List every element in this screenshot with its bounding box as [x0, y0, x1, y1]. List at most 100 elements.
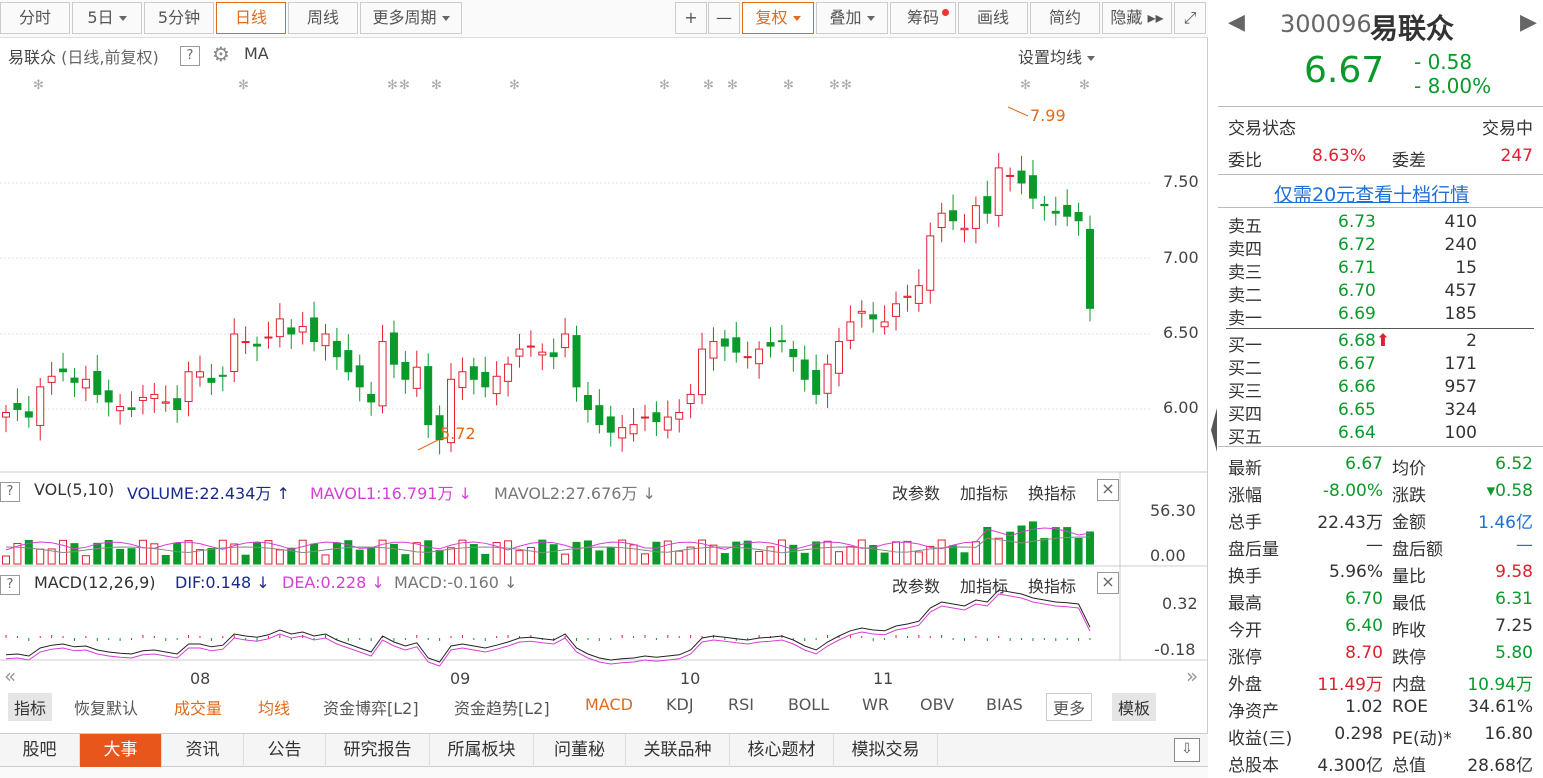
candle-body	[800, 359, 809, 380]
candle-body	[207, 377, 216, 383]
toolbar-7-button[interactable]: —	[708, 2, 740, 34]
macd-close-icon[interactable]: ×	[1097, 572, 1119, 594]
quote-8-l2: 内盘	[1392, 675, 1426, 695]
nav-tab-8[interactable]: 核心题材	[730, 734, 834, 767]
bid-3-label: 买三	[1228, 382, 1262, 402]
scroll-left-icon[interactable]: «	[4, 664, 17, 688]
candle-body	[675, 412, 684, 420]
ma-label: MA	[244, 44, 269, 63]
toolbar-1-button[interactable]: 5日	[72, 2, 142, 34]
indicator-tab-13[interactable]: 更多	[1046, 693, 1093, 721]
candle-body	[138, 396, 147, 401]
toolbar-8-button[interactable]: 复权	[742, 2, 814, 34]
volume-bar	[447, 547, 456, 565]
volume-bar	[743, 540, 752, 565]
month-label: 11	[873, 669, 894, 688]
bid-3-volume: 957	[1444, 377, 1477, 397]
toolbar-13-button[interactable]: 隐藏 ▸▸	[1102, 2, 1172, 34]
nav-tab-1[interactable]: 大事	[80, 734, 162, 767]
indicator-tab-3[interactable]: 均线	[258, 699, 291, 718]
candle-body	[663, 416, 672, 431]
nav-tab-3[interactable]: 公告	[244, 734, 326, 767]
volume-bar	[846, 546, 855, 565]
indicator-tab-2[interactable]: 成交量	[174, 699, 223, 718]
nav-tab-0[interactable]: 股吧	[0, 734, 80, 767]
macd-add-indicator-button[interactable]: 加指标	[960, 577, 1009, 596]
volume-bar	[583, 540, 592, 565]
chart-help-icon[interactable]: ?	[180, 44, 200, 66]
weicha-label: 委差	[1392, 151, 1426, 171]
volume-bar	[218, 539, 227, 565]
nav-tab-6[interactable]: 问董秘	[534, 734, 626, 767]
toolbar-2-button[interactable]: 5分钟	[144, 2, 214, 34]
vol-param-button[interactable]: 改参数	[892, 484, 941, 503]
vol-add-indicator-button[interactable]: 加指标	[960, 484, 1009, 503]
vol-axis-top: 56.30	[1150, 501, 1196, 520]
ask-3-label: 卖三	[1228, 263, 1262, 283]
volume-bar	[355, 549, 364, 565]
candle-body	[789, 348, 798, 358]
toolbar-9-button[interactable]: 叠加	[816, 2, 888, 34]
mavol1-line	[5, 527, 1091, 551]
macd-help-icon[interactable]: ?	[0, 573, 20, 595]
indicator-tab-7[interactable]: KDJ	[666, 695, 694, 714]
macd-param-button[interactable]: 改参数	[892, 577, 941, 596]
collapse-handle[interactable]	[1209, 400, 1218, 460]
indicator-tab-1[interactable]: 恢复默认	[74, 699, 139, 718]
vol-close-icon[interactable]: ×	[1097, 479, 1119, 501]
toolbar-4-button[interactable]: 周线	[288, 2, 358, 34]
quote-10-l1: 收益(三)	[1228, 729, 1293, 749]
toolbar-10-button[interactable]: 筹码	[890, 2, 956, 34]
vol-help-icon[interactable]: ?	[0, 480, 20, 502]
weibi-value: 8.63%	[1312, 146, 1367, 166]
ma-settings-button[interactable]: 设置均线	[1018, 44, 1095, 68]
indicator-tab-12[interactable]: BIAS	[986, 695, 1023, 714]
nav-tab-4[interactable]: 研究报告	[326, 734, 430, 767]
indicator-tab-4[interactable]: 资金博弈[L2]	[323, 699, 419, 718]
toolbar-12-button[interactable]: 简约	[1030, 2, 1100, 34]
quote-1-v1: -8.00%	[1322, 481, 1383, 501]
gear-icon[interactable]: ⚙	[212, 42, 230, 66]
indicator-tab-11[interactable]: OBV	[920, 695, 955, 714]
toolbar-6-button[interactable]: +	[675, 2, 707, 34]
indicator-tab-9[interactable]: BOLL	[788, 695, 830, 714]
candle-body	[538, 351, 547, 356]
candle-body	[424, 366, 433, 426]
vol-volume: VOLUME:22.434万 ↑	[127, 484, 290, 503]
bid-2-price: 6.67	[1338, 354, 1376, 374]
volume-bar	[812, 541, 821, 565]
indicator-tab-14[interactable]: 模板	[1112, 693, 1157, 721]
kline-chart[interactable]: ✻ ✻ ✻ ✻ ✻ ✻ ✻ ✻ ✻ ✻ ✻ ✻ ✻ ✻	[0, 38, 1208, 690]
prev-stock-icon[interactable]: ◀	[1228, 10, 1245, 35]
toolbar-11-button[interactable]: 画线	[958, 2, 1028, 34]
toolbar-14-button[interactable]: ⤢	[1174, 2, 1206, 34]
volume-bar	[800, 552, 809, 565]
indicator-tab-6[interactable]: MACD	[585, 695, 633, 714]
nav-tab-9[interactable]: 模拟交易	[834, 734, 938, 767]
promo-link[interactable]: 仅需20元查看十档行情	[1274, 184, 1470, 206]
quote-2-l2: 金额	[1392, 513, 1426, 533]
download-icon[interactable]: ⇩	[1174, 738, 1200, 762]
volume-bar	[880, 552, 889, 565]
toolbar-3-button[interactable]: 日线	[216, 2, 286, 34]
nav-tab-2[interactable]: 资讯	[162, 734, 244, 767]
event-marker-icon: ✻	[1079, 78, 1090, 93]
event-marker-icon: ✻	[659, 78, 670, 93]
next-stock-icon[interactable]: ▶	[1520, 10, 1537, 35]
quote-2-v2: 1.46亿	[1478, 513, 1533, 533]
indicator-tab-0[interactable]: 指标	[8, 693, 53, 721]
nav-tab-7[interactable]: 关联品种	[626, 734, 730, 767]
scroll-right-icon[interactable]: »	[1186, 664, 1199, 688]
indicator-tab-8[interactable]: RSI	[728, 695, 754, 714]
candle-body	[332, 340, 341, 358]
indicator-tab-10[interactable]: WR	[862, 695, 889, 714]
volume-bar	[253, 542, 262, 565]
toolbar-0-button[interactable]: 分时	[0, 2, 70, 34]
volume-bar	[1006, 531, 1015, 565]
indicator-tab-5[interactable]: 资金趋势[L2]	[454, 699, 550, 718]
vol-switch-indicator-button[interactable]: 换指标	[1028, 484, 1077, 503]
macd-switch-indicator-button[interactable]: 换指标	[1028, 577, 1077, 596]
nav-tab-5[interactable]: 所属板块	[430, 734, 534, 767]
toolbar-5-button[interactable]: 更多周期	[360, 2, 462, 34]
candle-body	[846, 321, 855, 341]
